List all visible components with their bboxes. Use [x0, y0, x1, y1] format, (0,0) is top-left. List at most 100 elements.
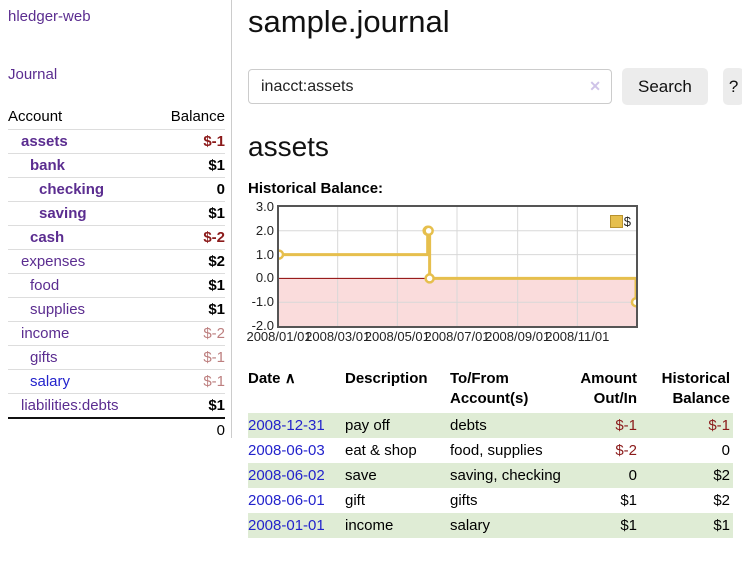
sidebar-account-link[interactable]: checking [39, 181, 105, 198]
chart-label: Historical Balance: [248, 180, 384, 197]
y-axis-tick-label: 2.0 [255, 222, 274, 238]
chart-legend: $ [609, 214, 631, 229]
register-header-date[interactable]: Date ∧ [248, 370, 296, 387]
sidebar-account-link[interactable]: bank [30, 157, 66, 174]
register-row: 2008-01-01 income salary $1 $1 [248, 513, 733, 538]
register-row: 2008-06-01 gift gifts $1 $2 [248, 488, 733, 513]
account-row: bank $1 [8, 153, 225, 178]
sidebar-account-link[interactable]: cash [30, 229, 65, 246]
sidebar-account-link[interactable]: expenses [21, 253, 86, 270]
sidebar-item-journal[interactable]: Journal [8, 66, 58, 83]
register-table: Date ∧ Description To/From Account(s) Am… [248, 367, 733, 538]
sidebar-account-balance: $-2 [203, 229, 225, 246]
search-bar: ✕ Search ? [248, 68, 742, 105]
x-axis-tick-label: 2008/01/01 [246, 329, 312, 344]
transaction-accounts: food, supplies [450, 442, 543, 459]
clear-search-icon[interactable]: ✕ [589, 78, 601, 94]
sidebar-account-balance: $-1 [203, 349, 225, 366]
account-title: assets [248, 131, 329, 162]
transaction-balance: $1 [713, 517, 730, 534]
transaction-accounts: debts [450, 417, 487, 434]
register-header-balance: Historical Balance [661, 370, 730, 407]
transaction-amount: $-1 [615, 417, 637, 434]
account-row: salary $-1 [8, 369, 225, 394]
account-row: gifts $-1 [8, 345, 225, 370]
transaction-accounts: salary [450, 517, 491, 534]
sort-asc-icon: ∧ [284, 370, 296, 387]
y-axis-tick-label: -1.0 [251, 294, 274, 310]
transaction-description: pay off [345, 417, 390, 434]
account-row: supplies $1 [8, 297, 225, 322]
app-brand-link[interactable]: hledger-web [8, 8, 91, 25]
sidebar-account-balance: 0 [216, 181, 225, 198]
transaction-balance: 0 [721, 442, 730, 459]
transaction-balance: $-1 [708, 417, 730, 434]
x-axis-tick-label: 2008/05/01 [364, 329, 430, 344]
transaction-amount: $1 [620, 492, 637, 509]
accounts-total-value: 0 [153, 417, 225, 442]
register-row: 2008-12-31 pay off debts $-1 $-1 [248, 413, 733, 438]
register-header-accounts: To/From Account(s) [450, 370, 529, 407]
search-button[interactable]: Search [622, 68, 708, 105]
register-row: 2008-06-03 eat & shop food, supplies $-2 0 [248, 438, 733, 463]
sidebar: hledger-web Journal Account Balance asse… [0, 0, 232, 442]
transaction-amount: $1 [620, 517, 637, 534]
sidebar-account-link[interactable]: income [21, 325, 70, 342]
sidebar-account-balance: $2 [208, 253, 225, 270]
sidebar-account-link[interactable]: salary [30, 373, 71, 390]
transaction-balance: $2 [713, 467, 730, 484]
account-row: checking 0 [8, 177, 225, 202]
transaction-description: eat & shop [345, 442, 417, 459]
sidebar-account-link[interactable]: gifts [30, 349, 58, 366]
legend-swatch-icon [609, 215, 623, 228]
transaction-amount: 0 [628, 467, 637, 484]
sidebar-account-balance: $1 [208, 301, 225, 318]
accounts-header-account: Account [8, 108, 63, 125]
y-axis-tick-label: 0.0 [255, 270, 274, 286]
transaction-description: save [345, 467, 377, 484]
sidebar-account-balance: $1 [208, 157, 225, 174]
transaction-date-link[interactable]: 2008-12-31 [248, 417, 325, 434]
register-row: 2008-06-02 save saving, checking 0 $2 [248, 463, 733, 488]
balance-chart: $ 3.0 2.0 1.0 0.0 -1.0 -2.0 2008/01/01 2008/03/… [246, 199, 728, 347]
transaction-date-link[interactable]: 2008-01-01 [248, 517, 325, 534]
chart-plot-area: $ [277, 205, 638, 328]
accounts-header-balance: Balance [170, 108, 225, 125]
account-row: income $-2 [8, 321, 225, 346]
main-content: sample.journal ✕ Search ? assets Histori… [246, 0, 742, 538]
account-row: assets $-1 [8, 129, 225, 154]
x-axis-tick-label: 2008/07/01 [424, 329, 490, 344]
page-title: sample.journal [248, 4, 450, 39]
account-row: saving $1 [8, 201, 225, 226]
sidebar-account-link[interactable]: assets [21, 133, 68, 150]
transaction-date-link[interactable]: 2008-06-03 [248, 442, 325, 459]
transaction-date-link[interactable]: 2008-06-01 [248, 492, 325, 509]
accounts-total-row: 0 [8, 417, 225, 442]
help-button[interactable]: ? [722, 68, 742, 105]
y-axis-tick-label: -2.0 [251, 318, 274, 333]
x-axis-tick-label: 2008/03/01 [305, 329, 371, 344]
search-input[interactable] [248, 69, 612, 104]
sidebar-account-balance: $-1 [203, 133, 225, 150]
sidebar-account-link[interactable]: supplies [30, 301, 86, 318]
x-axis-tick-label: 2008/11/01 [545, 329, 610, 344]
sidebar-account-link[interactable]: liabilities:debts [21, 397, 119, 414]
transaction-date-link[interactable]: 2008-06-02 [248, 467, 325, 484]
sidebar-account-link[interactable]: food [30, 277, 60, 294]
transaction-accounts: gifts [450, 492, 478, 509]
sidebar-account-link[interactable]: saving [39, 205, 87, 222]
y-axis-tick-label: 3.0 [255, 199, 274, 214]
register-header-description: Description [345, 370, 428, 387]
x-axis-tick-label: 2008/09/01 [485, 329, 551, 344]
account-row: cash $-2 [8, 225, 225, 250]
transaction-amount: $-2 [615, 442, 637, 459]
accounts-table: Account Balance assets $-1 bank $1 checking 0… [8, 105, 225, 442]
sidebar-account-balance: $1 [208, 397, 225, 414]
register-header-amount: Amount Out/In [580, 370, 637, 407]
transaction-balance: $2 [713, 492, 730, 509]
account-row: food $1 [8, 273, 225, 298]
account-row: liabilities:debts $1 [8, 393, 225, 419]
transaction-accounts: saving, checking [450, 467, 561, 484]
transaction-description: income [345, 517, 394, 534]
transaction-description: gift [345, 492, 366, 509]
